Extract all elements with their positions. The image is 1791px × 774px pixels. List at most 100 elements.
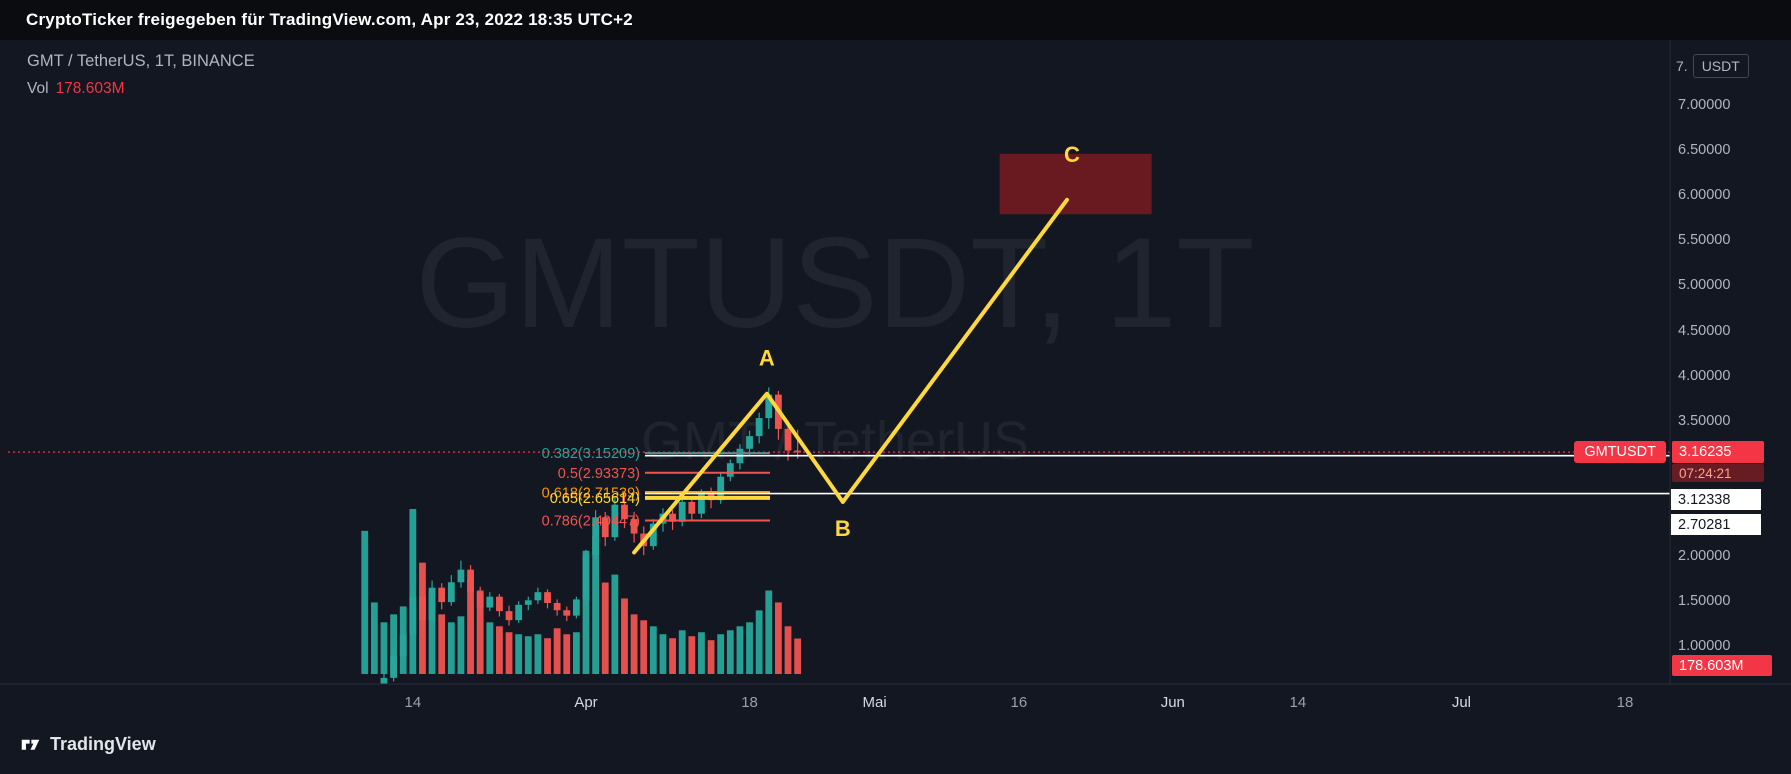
abc-point-label: A: [759, 346, 775, 371]
volume-bar: [678, 630, 686, 674]
volume-bar: [630, 614, 638, 674]
volume-bar: [688, 636, 696, 674]
candle-body: [669, 513, 676, 522]
volume-study-row[interactable]: Vol 178.603M: [27, 80, 255, 98]
last-price-badge: 3.16235: [1672, 441, 1764, 463]
candle-body: [467, 569, 474, 593]
candle-body: [447, 582, 455, 603]
attribution-text: CryptoTicker freigegeben für TradingView…: [26, 10, 633, 29]
time-axis[interactable]: 14 Apr 18 Mai 16 Jun 14 Jul 18: [0, 692, 1670, 718]
price-tick: 4.00000: [1678, 367, 1731, 384]
candle-body: [524, 600, 532, 605]
candle-body: [572, 599, 580, 616]
volume-bar: [649, 626, 657, 674]
price-tick: 2.00000: [1678, 548, 1731, 564]
candle-body: [544, 592, 551, 604]
volume-bar: [736, 626, 744, 674]
volume-bar: [582, 550, 590, 674]
candle-body: [361, 727, 368, 729]
volume-bar: [755, 610, 763, 674]
price-tick: 1.00000: [1678, 638, 1731, 655]
candle-body: [601, 517, 609, 538]
candle-body: [755, 418, 763, 437]
vol-value: 178.603M: [55, 80, 125, 97]
volume-bar: [765, 590, 773, 674]
candle-body: [717, 476, 725, 501]
price-tick: 5.00000: [1678, 277, 1731, 294]
abc-point-label: C: [1064, 142, 1080, 167]
fib-level-label: 0.618(2.71539): [542, 485, 640, 501]
axis-unit-row: 7. USDT: [1676, 54, 1749, 78]
abc-zigzag-line: [632, 197, 1069, 555]
candle-body: [380, 677, 388, 684]
candle-body: [476, 592, 484, 608]
currency-unit-button[interactable]: USDT: [1692, 54, 1749, 78]
volume-bar: [457, 616, 465, 674]
symbol-title[interactable]: GMT / TetherUS, 1T, BINANCE: [27, 52, 255, 70]
candle-body: [765, 394, 773, 419]
candle-body: [592, 517, 600, 556]
candle-body: [621, 504, 628, 520]
price-tick: 5.50000: [1678, 232, 1731, 249]
volume-bar: [505, 632, 513, 674]
candle-body: [649, 523, 657, 547]
time-tick: 14: [1289, 694, 1307, 711]
time-tick: Jul: [1451, 694, 1471, 711]
fib-level-label: 0.5(2.93373): [558, 466, 640, 482]
tradingview-logo-text: TradingView: [50, 734, 156, 754]
volume-bar: [717, 634, 725, 674]
volume-bar: [726, 630, 734, 674]
time-tick: Apr: [574, 694, 598, 711]
volume-bar: [544, 638, 551, 674]
volume-bar: [447, 622, 455, 674]
volume-bar: [534, 634, 542, 674]
time-tick: 18: [741, 694, 758, 711]
tradingview-logo[interactable]: TradingView: [20, 734, 156, 755]
candle-body: [726, 463, 734, 477]
price-axis[interactable]: 7. USDT 7.00000 6.50000 6.00000 5.50000 5.00…: [1670, 0, 1791, 774]
candle-body: [486, 596, 494, 608]
fib-retracement: 0.382(3.15209) 0.5(2.93373) 0.618(2.71539)…: [542, 446, 770, 530]
volume-bar: [775, 602, 782, 674]
target-box: [999, 153, 1152, 215]
candle-body: [428, 587, 436, 621]
volume-bar: [428, 590, 436, 674]
candle-body: [698, 493, 705, 514]
volume-bar: [794, 638, 802, 674]
volume-bar: [659, 634, 667, 674]
attribution-bar: CryptoTicker freigegeben für TradingView…: [0, 0, 1791, 40]
time-tick: 14: [404, 694, 422, 711]
volume-bar: [467, 578, 474, 674]
volume-bar: [380, 622, 388, 674]
candle-body: [390, 656, 397, 678]
symbol-price-line-badge: GMTUSDT: [1574, 441, 1666, 463]
volume-bar: [486, 622, 494, 674]
volume-bar: [572, 632, 580, 674]
candle-body: [515, 604, 523, 621]
price-tick: 3.50000: [1678, 412, 1731, 429]
candle-body: [630, 519, 638, 534]
vol-label: Vol: [27, 80, 49, 97]
candle-body: [784, 428, 792, 451]
candle-body: [553, 603, 561, 611]
time-tick: 18: [1616, 694, 1634, 711]
time-tick: Mai: [862, 694, 887, 711]
candle-body: [582, 555, 590, 600]
candle-body: [611, 504, 619, 538]
price-levels: [645, 454, 1670, 495]
candle-body: [534, 592, 542, 601]
candle-body: [438, 587, 446, 603]
level-price-badge: 2.70281: [1671, 514, 1761, 535]
fib-level-label: 0.382(3.15209): [542, 446, 640, 462]
fib-level-label: 0.786(2.40447): [542, 514, 640, 530]
level-price-badge: 3.12338: [1671, 489, 1761, 510]
volume-bar: [524, 636, 532, 674]
candle-body: [419, 596, 426, 621]
candle-body: [496, 596, 503, 612]
abc-point-label: B: [835, 516, 851, 541]
volume-bar: [563, 634, 571, 674]
price-tick: 4.50000: [1678, 322, 1731, 339]
volume-bar: [438, 614, 446, 674]
